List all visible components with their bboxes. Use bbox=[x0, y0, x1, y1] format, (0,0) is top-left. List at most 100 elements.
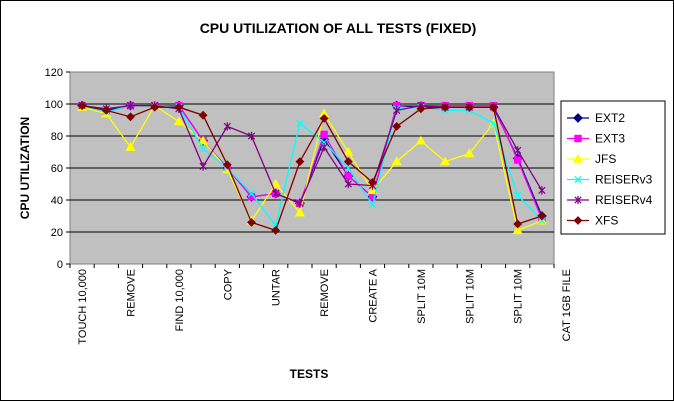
grid-lines bbox=[70, 103, 554, 233]
data-point-stroke bbox=[574, 175, 582, 184]
data-point-stroke bbox=[368, 201, 377, 209]
data-point bbox=[368, 177, 377, 187]
data-point-stroke bbox=[489, 119, 498, 127]
data-point bbox=[77, 101, 87, 111]
data-point bbox=[199, 145, 207, 153]
data-point bbox=[247, 131, 256, 141]
y-tick-label: 60 bbox=[51, 163, 63, 175]
data-point bbox=[125, 141, 136, 151]
series-lines bbox=[77, 100, 547, 235]
legend: EXT2 EXT3 JFS REISERv3 REISERv4 XFS bbox=[567, 111, 653, 228]
data-point bbox=[294, 207, 305, 217]
legend-label: REISERv4 bbox=[595, 193, 653, 207]
data-point bbox=[415, 135, 426, 145]
data-point bbox=[271, 225, 281, 235]
x-tick-label: FIND 10,000 bbox=[174, 269, 186, 331]
x-tick-label: SPLIT 10M bbox=[513, 269, 525, 324]
data-point bbox=[537, 211, 547, 221]
x-tick-label: TOUCH 10,000 bbox=[77, 269, 89, 345]
data-point-stroke bbox=[296, 119, 304, 127]
data-point bbox=[368, 201, 377, 209]
data-point bbox=[343, 157, 353, 167]
data-point bbox=[574, 195, 582, 205]
data-point bbox=[514, 156, 522, 164]
data-point bbox=[538, 186, 546, 195]
data-point bbox=[296, 119, 304, 127]
legend-box bbox=[560, 100, 666, 235]
data-point bbox=[574, 175, 582, 184]
data-point bbox=[464, 148, 475, 158]
data-point bbox=[319, 113, 329, 123]
data-point bbox=[572, 153, 584, 163]
x-tick-label: REMOVE bbox=[319, 269, 331, 317]
data-point bbox=[391, 156, 402, 166]
data-point bbox=[296, 199, 304, 208]
x-tick-label: CREATE A bbox=[368, 268, 380, 322]
data-point bbox=[223, 122, 231, 131]
legend-item: EXT2 bbox=[567, 111, 625, 125]
legend-item: REISERv4 bbox=[567, 193, 653, 207]
data-point bbox=[344, 179, 352, 189]
data-point bbox=[270, 178, 281, 188]
data-point bbox=[573, 216, 583, 225]
data-point bbox=[440, 156, 451, 166]
data-point bbox=[199, 162, 207, 171]
y-tick-label: 40 bbox=[51, 195, 63, 207]
data-point bbox=[573, 113, 583, 123]
data-point bbox=[174, 102, 184, 112]
x-tick-label: CAT 1GB FILE bbox=[561, 269, 573, 341]
data-point bbox=[464, 102, 474, 112]
data-point bbox=[538, 217, 546, 225]
legend-label: EXT2 bbox=[595, 111, 625, 125]
legend-item: REISERv3 bbox=[567, 173, 653, 187]
data-point bbox=[344, 164, 352, 172]
data-point bbox=[489, 119, 498, 127]
data-point bbox=[247, 189, 256, 198]
legend-label: EXT3 bbox=[595, 132, 625, 146]
data-point bbox=[514, 191, 522, 199]
x-tick-label: REMOVE bbox=[126, 269, 138, 317]
x-axis-ticks: TOUCH 10,000 REMOVE FIND 10,000 COPY UNTAR RE… bbox=[69, 264, 573, 345]
data-point bbox=[295, 157, 305, 167]
data-point bbox=[512, 225, 523, 235]
legend-label: JFS bbox=[595, 152, 616, 166]
x-tick-label: SPLIT 10M bbox=[464, 269, 476, 324]
data-point bbox=[222, 160, 232, 170]
data-point bbox=[126, 112, 135, 122]
legend-item: XFS bbox=[567, 214, 618, 228]
y-tick-label: 20 bbox=[51, 227, 63, 239]
legend-item: EXT3 bbox=[567, 132, 625, 146]
y-tick-label: 120 bbox=[45, 67, 63, 79]
data-point bbox=[393, 106, 401, 115]
data-point-stroke bbox=[538, 217, 546, 225]
data-point bbox=[513, 219, 523, 229]
x-axis-title: TESTS bbox=[290, 367, 329, 381]
data-point bbox=[344, 172, 353, 180]
y-tick-label: 80 bbox=[51, 131, 63, 143]
data-point bbox=[272, 189, 280, 198]
data-point-stroke bbox=[344, 164, 352, 172]
legend-label: XFS bbox=[595, 214, 618, 228]
data-point-stroke bbox=[199, 145, 207, 153]
y-tick-label: 100 bbox=[45, 99, 63, 111]
y-tick-label: 0 bbox=[57, 259, 63, 271]
data-point bbox=[320, 143, 328, 152]
x-tick-label: SPLIT 10M bbox=[416, 269, 428, 324]
data-point-stroke bbox=[247, 189, 256, 198]
y-axis-title: CPU UTILIZATION bbox=[18, 117, 32, 219]
data-point bbox=[343, 146, 354, 156]
data-point bbox=[440, 102, 450, 112]
data-point bbox=[198, 110, 208, 120]
data-point bbox=[489, 102, 498, 112]
data-point-stroke bbox=[514, 191, 522, 199]
data-point bbox=[101, 105, 111, 115]
legend-label: REISERv3 bbox=[595, 173, 653, 187]
y-axis-ticks: 0 20 40 60 80 100 120 bbox=[45, 67, 70, 271]
legend-item: JFS bbox=[567, 152, 616, 166]
x-tick-label: UNTAR bbox=[271, 269, 283, 306]
data-point bbox=[367, 185, 378, 195]
data-point bbox=[514, 146, 522, 155]
data-point bbox=[574, 134, 582, 143]
data-point bbox=[392, 121, 402, 131]
